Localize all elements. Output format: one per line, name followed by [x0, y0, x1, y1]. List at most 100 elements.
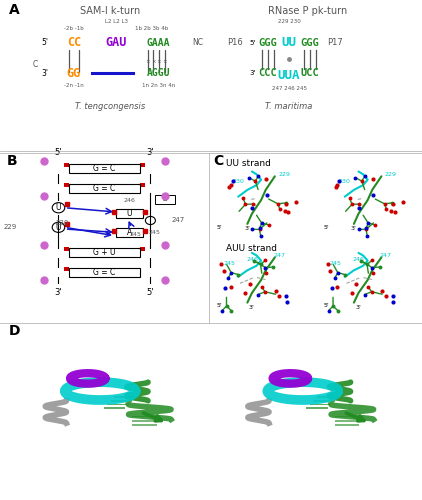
Text: ×: ×: [157, 59, 161, 64]
Bar: [335, 420, 360, 422]
Text: 5': 5': [324, 304, 329, 308]
Text: S: S: [163, 196, 167, 202]
Text: 229: 229: [384, 172, 397, 177]
Text: 5': 5': [324, 225, 329, 230]
Text: GAU: GAU: [106, 36, 127, 49]
Text: 3': 3': [55, 288, 62, 296]
Text: UU: UU: [281, 36, 297, 49]
Text: C: C: [213, 154, 223, 168]
Text: P16: P16: [227, 38, 243, 47]
Bar: [314, 400, 335, 402]
Text: 3': 3': [351, 226, 357, 231]
Text: 246: 246: [124, 198, 135, 202]
Bar: [104, 408, 125, 409]
Text: 247 246 245: 247 246 245: [272, 86, 306, 91]
Text: UUA: UUA: [278, 69, 300, 82]
Text: 230: 230: [56, 220, 69, 226]
Text: 247: 247: [380, 253, 392, 258]
Text: 5': 5': [217, 304, 223, 308]
Text: 229: 229: [278, 172, 290, 177]
Text: 3': 3': [244, 226, 250, 231]
Text: T. maritima: T. maritima: [265, 102, 313, 111]
Text: G + U: G + U: [93, 248, 116, 258]
Text: UCC: UCC: [301, 68, 319, 78]
Bar: [306, 408, 327, 409]
Bar: [64, 183, 69, 187]
Text: 3': 3': [249, 70, 255, 76]
Text: 230: 230: [232, 178, 244, 184]
FancyBboxPatch shape: [69, 268, 140, 277]
Text: 5': 5': [41, 38, 49, 47]
Text: 247: 247: [273, 253, 285, 258]
Text: -2n -1n: -2n -1n: [64, 83, 84, 88]
Bar: [140, 248, 145, 252]
Text: 230: 230: [339, 178, 351, 184]
Text: NC: NC: [192, 38, 203, 47]
Text: 246: 246: [246, 257, 258, 262]
Text: 3': 3': [356, 304, 361, 310]
Bar: [132, 416, 157, 418]
Text: ×: ×: [162, 59, 167, 64]
Bar: [335, 416, 360, 418]
Circle shape: [52, 202, 65, 213]
Text: -2b -1b: -2b -1b: [64, 26, 84, 30]
Text: 5': 5': [217, 225, 223, 230]
FancyBboxPatch shape: [154, 195, 176, 203]
Text: 5': 5': [249, 40, 255, 46]
Text: G = C: G = C: [93, 268, 116, 277]
Text: SAM-I k-turn: SAM-I k-turn: [80, 6, 140, 16]
Text: ×: ×: [146, 59, 150, 64]
Text: AGGU: AGGU: [146, 68, 170, 78]
Text: CC: CC: [67, 36, 81, 49]
Text: AUU strand: AUU strand: [226, 244, 277, 254]
Text: P17: P17: [327, 38, 343, 47]
Text: U: U: [56, 203, 61, 212]
Text: 3': 3': [249, 304, 255, 310]
Text: 5': 5': [147, 288, 154, 296]
Bar: [132, 420, 157, 422]
Circle shape: [146, 216, 155, 224]
Bar: [335, 424, 360, 426]
FancyBboxPatch shape: [116, 228, 143, 237]
Text: 1n 2n 3n 4n: 1n 2n 3n 4n: [142, 83, 175, 88]
FancyBboxPatch shape: [69, 164, 140, 173]
Text: 229: 229: [3, 224, 17, 230]
Bar: [107, 404, 129, 406]
Text: T. tengcongensis: T. tengcongensis: [75, 102, 145, 111]
Text: A: A: [8, 3, 19, 17]
Text: D: D: [8, 324, 20, 338]
Text: GG: GG: [67, 66, 81, 80]
Bar: [317, 396, 338, 398]
Text: GGG: GGG: [259, 38, 277, 48]
Text: U: U: [56, 223, 61, 232]
Bar: [132, 424, 157, 426]
Text: 245: 245: [223, 262, 235, 266]
Text: 247: 247: [171, 218, 184, 224]
Text: 5': 5': [55, 148, 62, 156]
Text: 3': 3': [41, 68, 49, 78]
Bar: [140, 183, 145, 187]
Text: 1b 2b 3b 4b: 1b 2b 3b 4b: [135, 26, 168, 30]
Text: A: A: [127, 228, 132, 237]
Bar: [114, 396, 135, 398]
Text: 245: 245: [330, 262, 341, 266]
Text: CCC: CCC: [259, 68, 277, 78]
Text: L2 L2 L3: L2 L2 L3: [105, 20, 127, 24]
Bar: [310, 404, 331, 406]
Text: 245: 245: [130, 232, 141, 236]
Bar: [64, 267, 69, 271]
FancyBboxPatch shape: [69, 248, 140, 258]
Bar: [140, 163, 145, 168]
FancyBboxPatch shape: [69, 184, 140, 193]
Text: U: U: [127, 209, 132, 218]
Text: G = C: G = C: [93, 184, 116, 192]
Text: 3': 3': [146, 148, 154, 156]
Text: C: C: [33, 60, 38, 70]
Text: UU strand: UU strand: [226, 160, 271, 168]
FancyBboxPatch shape: [116, 210, 143, 218]
Text: GAAA: GAAA: [146, 38, 170, 48]
Bar: [64, 163, 69, 168]
Text: 246: 246: [352, 257, 365, 262]
Text: GGG: GGG: [301, 38, 319, 48]
Bar: [64, 248, 69, 252]
